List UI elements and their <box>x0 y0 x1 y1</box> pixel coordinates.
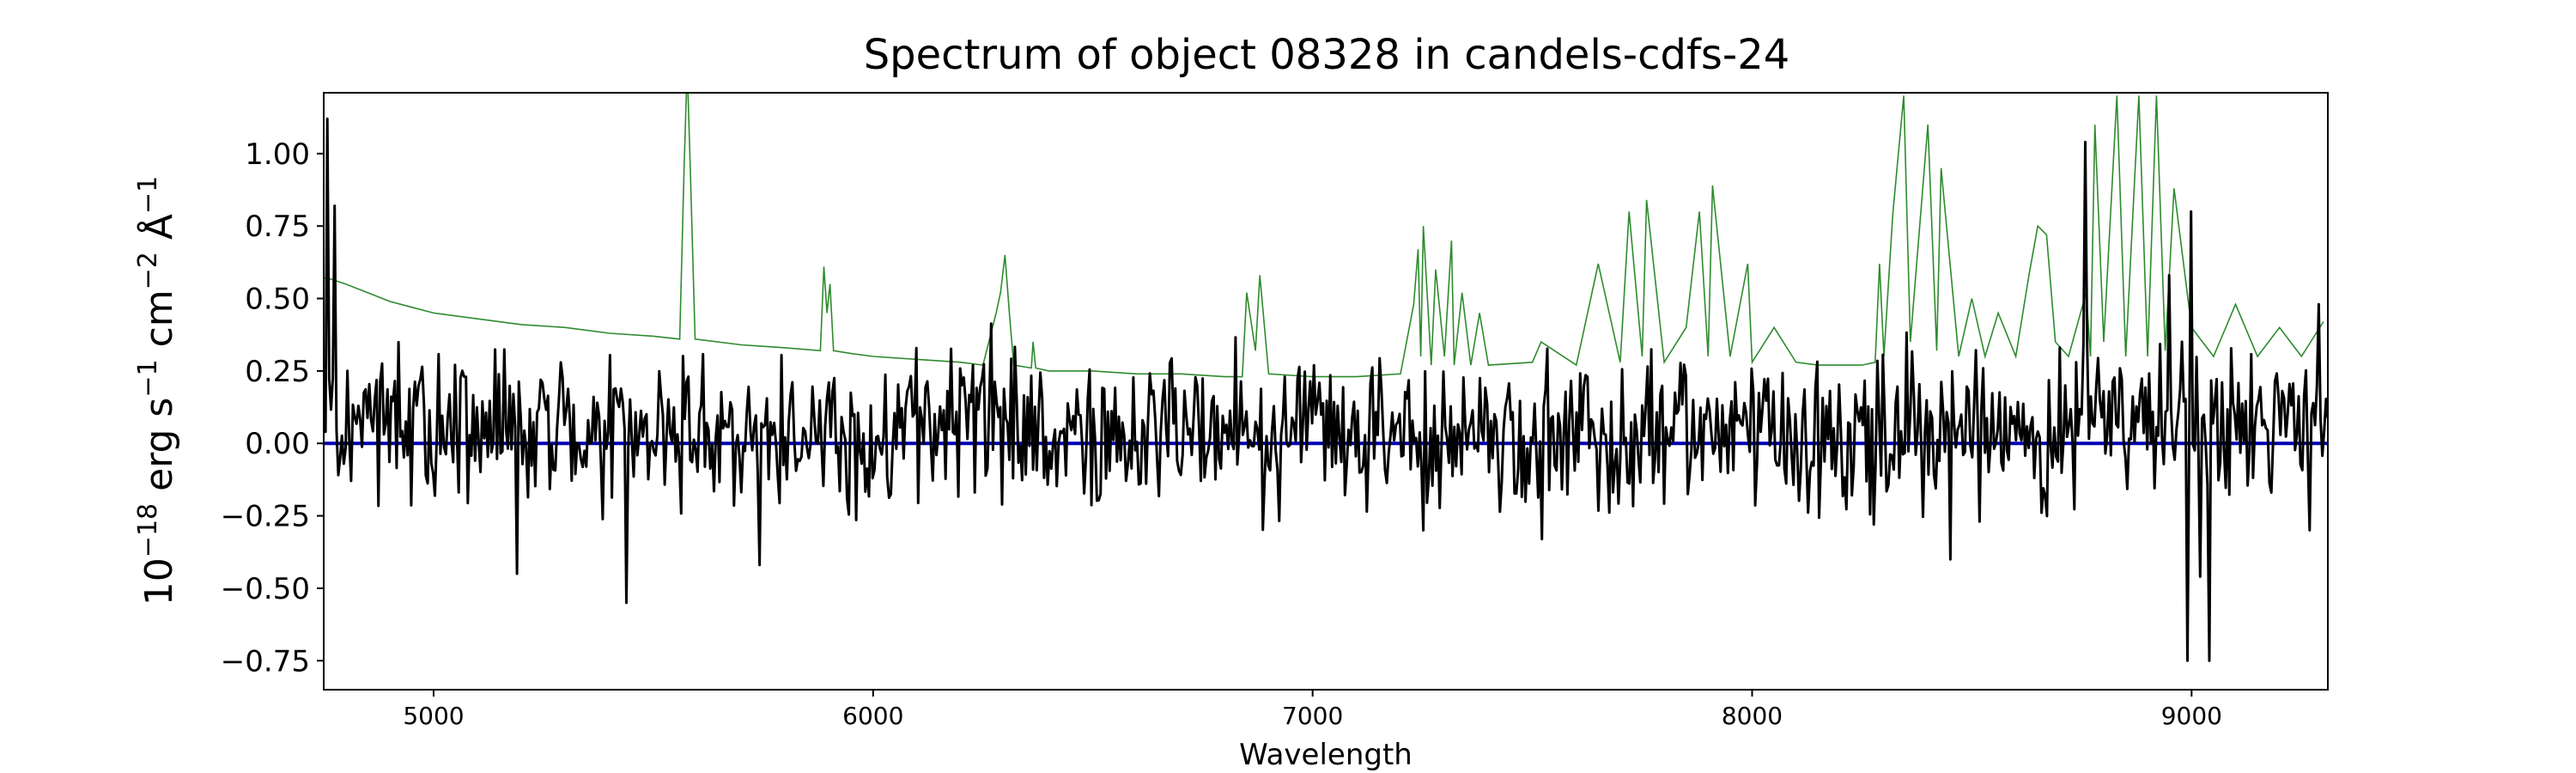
series-noise-line <box>324 93 2324 378</box>
x-tick-label: 8000 <box>1722 702 1783 730</box>
flux-spectrum-path <box>324 117 2328 662</box>
y-tick-label: 1.00 <box>245 137 310 172</box>
y-tick-label: −0.50 <box>221 572 310 606</box>
y-axis-label-exponent: −2 <box>133 252 163 289</box>
y-tick-label: 0.00 <box>245 427 310 461</box>
noise-spectrum-path <box>324 93 2324 378</box>
y-tick-label: 0.25 <box>245 355 310 389</box>
axes-frame <box>323 92 2329 691</box>
y-axis-label-exponent: −1 <box>133 176 163 214</box>
y-axis-label-part: 10 <box>137 557 181 606</box>
y-axis-label-exponent: −18 <box>133 503 163 557</box>
y-tick-label: 0.50 <box>245 283 310 317</box>
chart-title: Spectrum of object 08328 in candels-cdfs… <box>864 31 1790 79</box>
y-tick-label: −0.75 <box>221 644 310 679</box>
x-axis: 5000 6000 7000 8000 9000 <box>403 690 2222 730</box>
y-axis: −0.75 −0.50 −0.25 0.00 0.25 0.50 0.75 1.00 <box>221 137 324 679</box>
x-tick-label: 6000 <box>842 702 903 730</box>
plot-area <box>324 93 2328 662</box>
x-tick-label: 7000 <box>1282 702 1343 730</box>
y-axis-label-exponent: −1 <box>133 359 163 397</box>
y-tick-label: −0.25 <box>221 500 310 534</box>
x-tick-label: 9000 <box>2161 702 2222 730</box>
y-axis-label-part: Å <box>136 214 181 252</box>
series-flux-line <box>324 117 2328 662</box>
y-axis-label-part: cm <box>137 289 181 359</box>
y-axis-label: 10−18 erg s−1 cm−2 Å−1 <box>133 176 181 606</box>
y-tick-label: 0.75 <box>245 210 310 244</box>
y-axis-label-part: erg s <box>137 398 181 503</box>
x-axis-label: Wavelength <box>1239 738 1413 772</box>
x-tick-label: 5000 <box>403 702 464 730</box>
svg-text:10−18 erg s−1 cm−2 Å−1: 10−18 erg s−1 cm−2 Å−1 <box>133 176 181 606</box>
